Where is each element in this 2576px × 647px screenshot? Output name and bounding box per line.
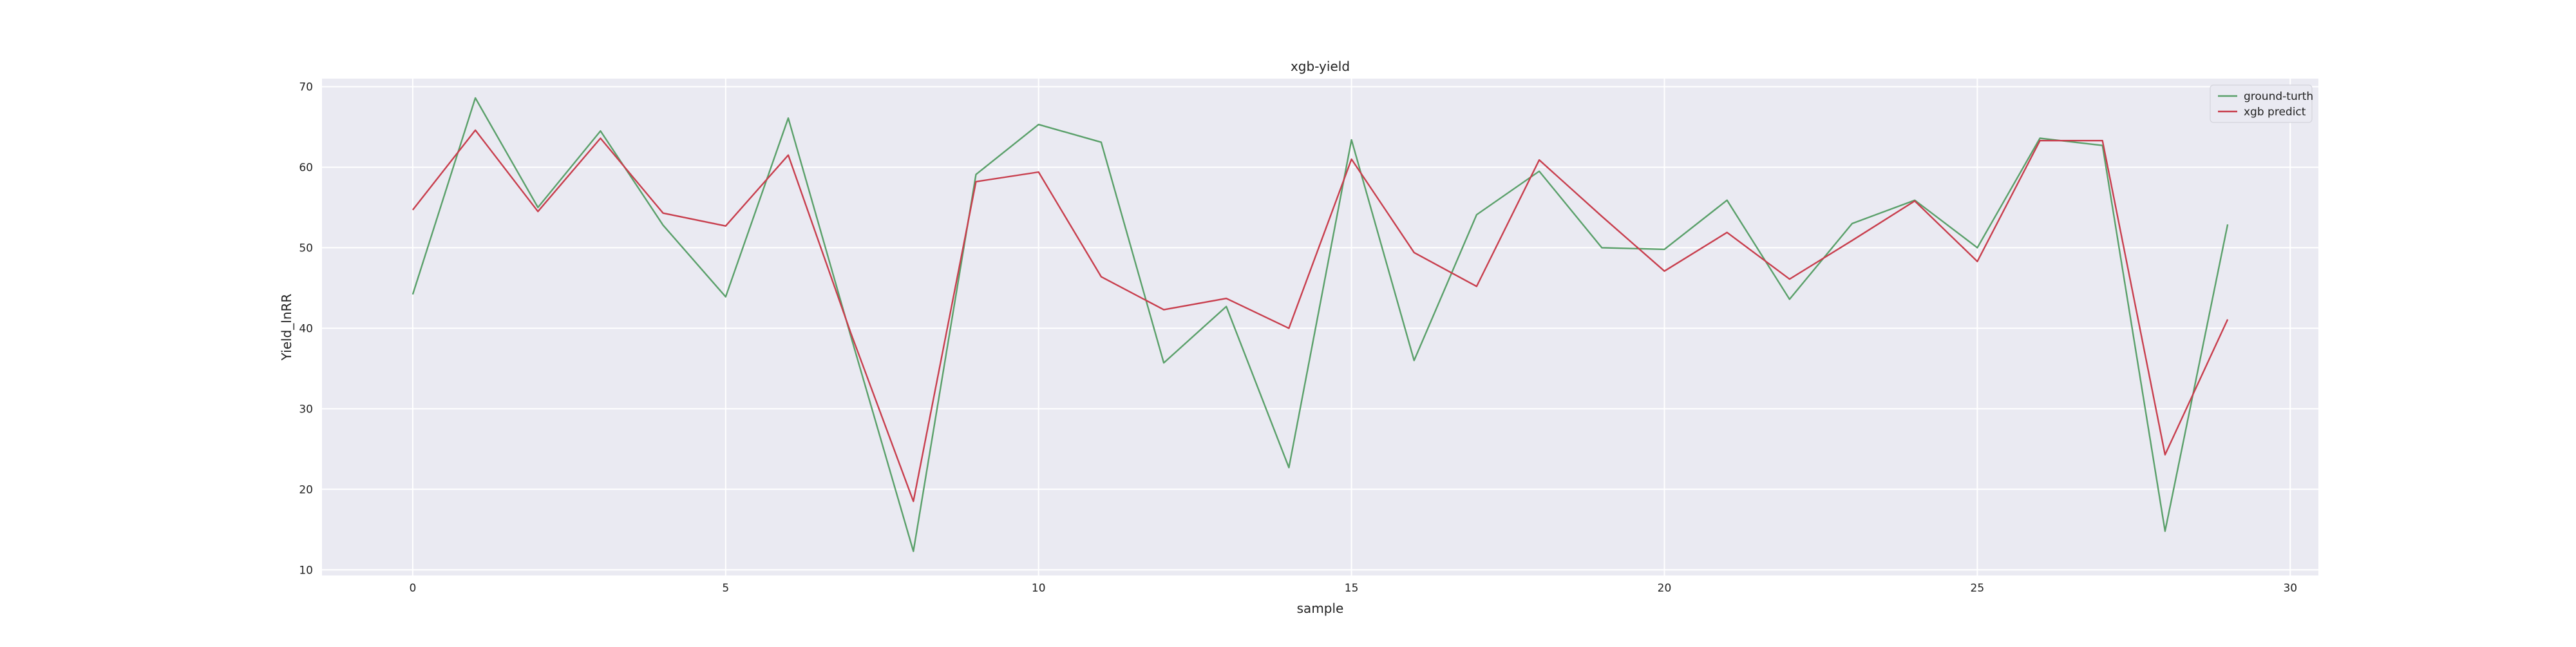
series-line-xgb-predict bbox=[412, 129, 2229, 503]
y-tick-label: 10 bbox=[299, 564, 313, 577]
y-tick-label: 30 bbox=[299, 403, 313, 416]
x-tick-label: 30 bbox=[2283, 582, 2297, 595]
series-line-ground-truth bbox=[412, 97, 2229, 552]
y-tick-label: 50 bbox=[299, 242, 313, 255]
legend-box bbox=[2210, 84, 2313, 123]
x-tick-label: 10 bbox=[1032, 582, 1046, 595]
x-axis-label: sample bbox=[1297, 601, 1344, 616]
grid-lines bbox=[322, 79, 2318, 575]
legend: ground-turth xgb predict bbox=[2210, 84, 2313, 123]
y-tick-label: 40 bbox=[299, 322, 313, 335]
x-tick-label: 5 bbox=[722, 582, 729, 595]
y-tick-label: 20 bbox=[299, 483, 313, 496]
y-axis-label: Yield_lnRR bbox=[279, 294, 294, 362]
x-tick-label: 25 bbox=[1971, 582, 1985, 595]
x-tick-label: 20 bbox=[1658, 582, 1672, 595]
series-lines bbox=[412, 97, 2229, 552]
chart-title: xgb-yield bbox=[1291, 59, 1350, 74]
legend-label: xgb predict bbox=[2244, 106, 2306, 119]
x-tick-label: 0 bbox=[409, 582, 416, 595]
y-tick-label: 70 bbox=[299, 81, 313, 93]
y-tick-label: 60 bbox=[299, 161, 313, 174]
plot-area bbox=[322, 79, 2318, 575]
x-tick-label: 15 bbox=[1345, 582, 1359, 595]
tick-labels: 0 5 10 15 20 25 30 10 20 30 40 50 60 70 bbox=[299, 81, 2297, 595]
legend-label: ground-turth bbox=[2244, 90, 2313, 103]
